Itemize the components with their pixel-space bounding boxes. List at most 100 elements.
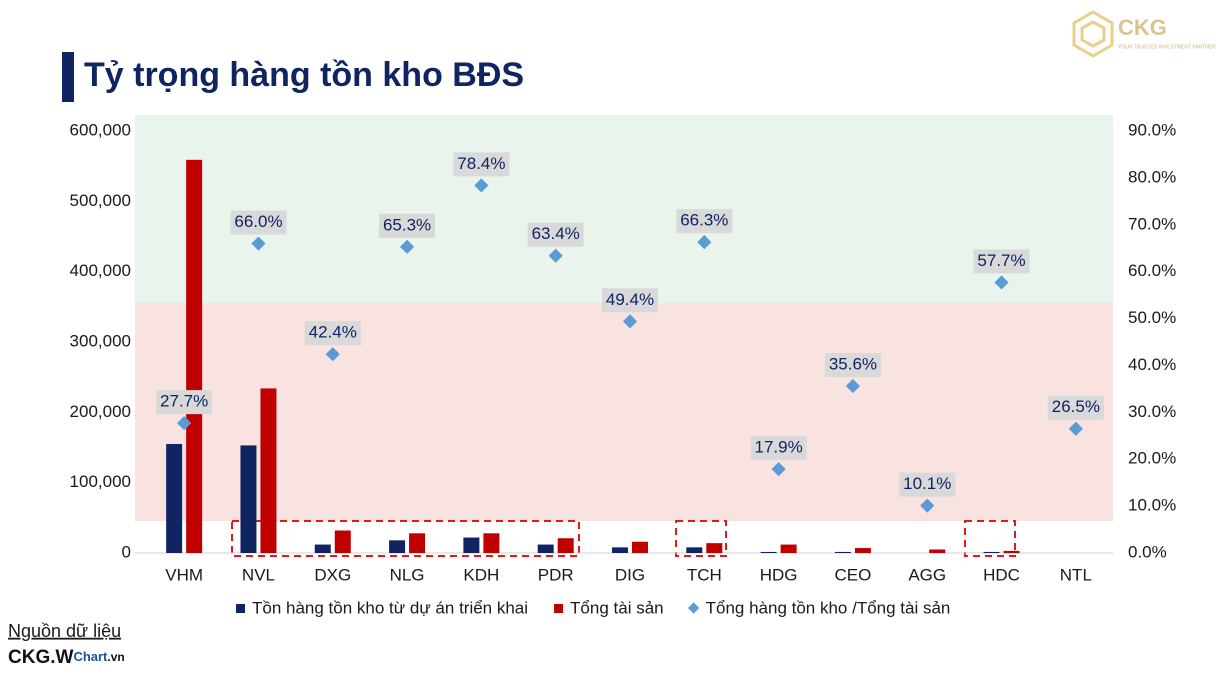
data-label-bg xyxy=(824,353,881,378)
x-tick-label: AGG xyxy=(908,565,946,584)
bar xyxy=(686,547,703,553)
data-label: 65.3% xyxy=(383,215,431,234)
source-label: Nguồn dữ liệu xyxy=(8,621,121,641)
data-label: 78.4% xyxy=(457,154,505,173)
highlight-box xyxy=(675,520,727,557)
y-tick-label: 200,000 xyxy=(70,402,131,421)
bar xyxy=(409,533,426,553)
y2-tick-label: 30.0% xyxy=(1128,402,1176,421)
data-label: 66.3% xyxy=(680,211,728,230)
marker xyxy=(994,275,1009,290)
data-label: 57.7% xyxy=(977,251,1025,270)
bar xyxy=(632,541,648,553)
bar xyxy=(240,445,257,553)
highlight-box xyxy=(964,520,1016,557)
x-tick-label: DXG xyxy=(314,565,351,584)
y-tick-label: 300,000 xyxy=(70,331,131,350)
marker xyxy=(771,461,786,477)
data-label-bg xyxy=(453,152,510,177)
bar xyxy=(463,537,480,553)
bar xyxy=(1003,550,1020,553)
bar xyxy=(260,388,277,553)
bar xyxy=(780,544,797,553)
zone-green xyxy=(135,115,1113,303)
data-label: 27.7% xyxy=(160,392,208,411)
data-label: 42.4% xyxy=(309,323,357,342)
source-brand: CKG.WChart.vn xyxy=(8,647,125,668)
y-tick-label: 0 xyxy=(122,542,131,561)
data-label-bg xyxy=(899,472,956,497)
data-label: 63.4% xyxy=(532,224,580,243)
y2-tick-label: 0.0% xyxy=(1128,542,1167,561)
x-tick-label: VHM xyxy=(165,565,203,584)
bar xyxy=(983,551,1000,553)
marker xyxy=(325,347,340,362)
y2-tick-label: 10.0% xyxy=(1128,496,1176,515)
highlight-boxes xyxy=(231,520,1016,557)
data-label-bg xyxy=(379,213,436,238)
x-tick-label: HDC xyxy=(983,565,1020,584)
data-label-bg xyxy=(156,390,213,415)
brand: CKG.W xyxy=(8,647,74,668)
x-tick-label: TCH xyxy=(687,565,722,584)
data-label: 66.0% xyxy=(234,212,282,231)
legend-label: Tồn hàng tồn kho từ dự án triển khai xyxy=(252,598,528,617)
x-tick-label: PDR xyxy=(538,565,574,584)
bar xyxy=(929,549,946,553)
data-label: 35.6% xyxy=(829,355,877,374)
marker xyxy=(845,379,860,394)
bar xyxy=(834,551,851,553)
y2-tick-label: 80.0% xyxy=(1128,167,1176,186)
y-tick-label: 400,000 xyxy=(70,261,131,280)
bar xyxy=(166,443,183,553)
bar xyxy=(314,544,331,553)
marker xyxy=(177,416,192,431)
x-tick-label: DIG xyxy=(615,565,645,584)
y-tick-label: 500,000 xyxy=(70,191,131,210)
zone-pink xyxy=(135,303,1113,521)
bar xyxy=(760,551,777,553)
data-label-bg xyxy=(230,210,287,235)
data-label-bg xyxy=(304,321,361,346)
title-bar xyxy=(62,52,74,102)
data-label-bg xyxy=(602,288,658,313)
brand-tail: Chart xyxy=(73,649,108,664)
logo-tagline: YOUR TRUSTED INVESTMENT PARTNER xyxy=(1118,44,1216,50)
data-label-bg xyxy=(750,436,807,461)
data-label-bg xyxy=(1047,395,1104,420)
data-label: 49.4% xyxy=(606,290,654,309)
bar xyxy=(389,540,406,553)
legend-swatch xyxy=(554,604,564,613)
legend-label: Tổng hàng tồn kho /Tổng tài sản xyxy=(706,598,951,617)
data-label-bg xyxy=(973,249,1030,274)
logo-mark xyxy=(1072,10,1114,58)
marker xyxy=(1068,421,1083,436)
y2-tick-label: 90.0% xyxy=(1128,120,1176,139)
bar xyxy=(537,544,554,553)
data-label-bg xyxy=(527,222,584,247)
bar xyxy=(186,159,203,553)
marker xyxy=(697,235,712,250)
legend-swatch xyxy=(236,604,245,613)
data-label: 26.5% xyxy=(1052,397,1100,416)
y-tick-label: 100,000 xyxy=(70,472,131,491)
x-tick-label: NVL xyxy=(242,565,275,584)
chart-title: Tỷ trọng hàng tồn kho BĐS xyxy=(84,56,524,94)
x-tick-label: CEO xyxy=(835,565,872,584)
marker xyxy=(622,314,638,329)
y2-tick-label: 70.0% xyxy=(1128,214,1176,233)
bar xyxy=(483,533,500,553)
x-tick-label: HDG xyxy=(760,565,798,584)
y-tick-label: 600,000 xyxy=(70,120,131,139)
marker xyxy=(400,239,415,254)
marker xyxy=(548,248,563,263)
x-tick-label: KDH xyxy=(463,565,499,584)
data-label-bg xyxy=(676,209,733,234)
bar xyxy=(334,530,351,553)
data-label: 10.1% xyxy=(903,474,951,493)
x-tick-label: NTL xyxy=(1060,565,1092,584)
data-label: 17.9% xyxy=(755,438,803,457)
bar xyxy=(557,538,574,553)
y2-tick-label: 20.0% xyxy=(1128,449,1176,468)
